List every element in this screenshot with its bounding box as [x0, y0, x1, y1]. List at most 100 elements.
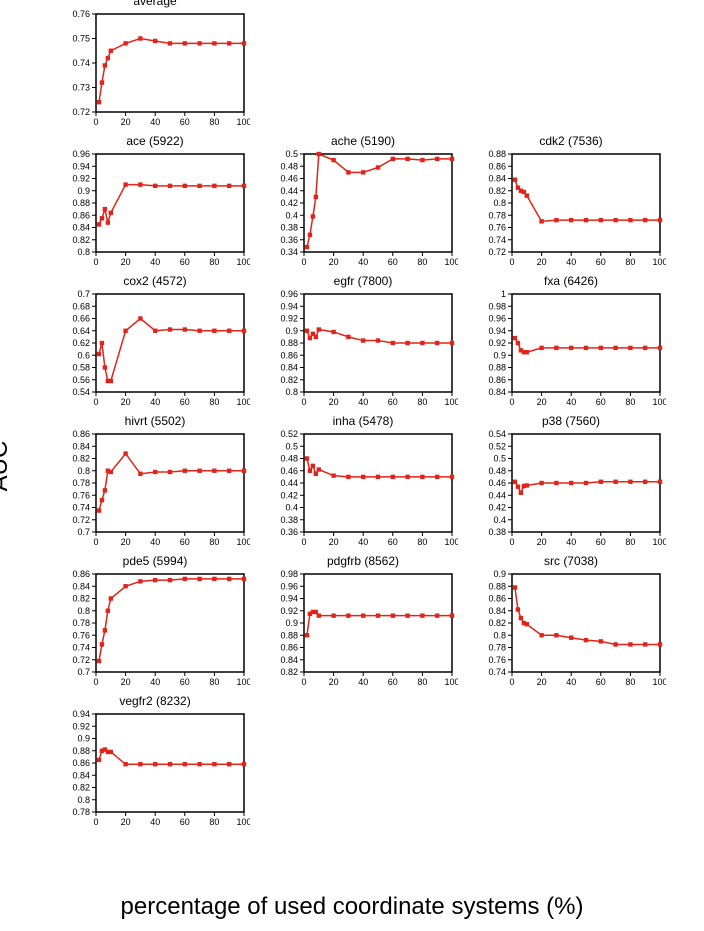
svg-text:0.66: 0.66	[72, 314, 90, 324]
series-marker	[317, 327, 321, 331]
series-marker	[516, 484, 520, 488]
svg-text:80: 80	[625, 397, 635, 407]
svg-text:0: 0	[301, 537, 306, 547]
series-marker	[391, 157, 395, 161]
svg-text:100: 100	[444, 677, 458, 687]
series-marker	[450, 157, 454, 161]
svg-text:0.74: 0.74	[488, 667, 506, 677]
svg-text:0.72: 0.72	[72, 107, 90, 117]
svg-text:0.94: 0.94	[72, 161, 90, 171]
svg-text:0.38: 0.38	[280, 515, 298, 525]
series-marker	[658, 480, 662, 484]
series-marker	[103, 207, 107, 211]
series-marker	[584, 638, 588, 642]
svg-text:0.8: 0.8	[77, 795, 90, 805]
svg-text:0.88: 0.88	[488, 150, 506, 159]
series-marker	[242, 41, 246, 45]
panel-title: cox2 (4572)	[60, 274, 250, 288]
series-marker	[308, 469, 312, 473]
svg-text:0.34: 0.34	[280, 247, 298, 257]
svg-text:0.44: 0.44	[280, 186, 298, 196]
svg-text:0.86: 0.86	[280, 350, 298, 360]
series-marker	[314, 335, 318, 339]
svg-text:0: 0	[509, 397, 514, 407]
series-marker	[305, 456, 309, 460]
series-marker	[109, 596, 113, 600]
svg-text:80: 80	[209, 537, 219, 547]
chart-panel: inha (5478)0204060801000.360.380.40.420.…	[268, 430, 458, 550]
svg-text:100: 100	[236, 537, 250, 547]
svg-text:0.4: 0.4	[493, 515, 506, 525]
svg-text:20: 20	[329, 257, 339, 267]
series-line	[99, 454, 244, 511]
series-marker	[613, 346, 617, 350]
series-marker	[405, 341, 409, 345]
series-marker	[391, 341, 395, 345]
series-marker	[658, 642, 662, 646]
svg-text:0.42: 0.42	[488, 503, 506, 513]
svg-text:0.5: 0.5	[285, 150, 298, 159]
svg-text:40: 40	[566, 537, 576, 547]
series-marker	[183, 41, 187, 45]
svg-text:0.56: 0.56	[72, 375, 90, 385]
series-marker	[643, 480, 647, 484]
svg-text:0.82: 0.82	[488, 618, 506, 628]
svg-text:0.86: 0.86	[72, 570, 90, 579]
svg-text:40: 40	[566, 677, 576, 687]
series-marker	[346, 335, 350, 339]
svg-text:0.86: 0.86	[72, 430, 90, 439]
series-marker	[242, 184, 246, 188]
svg-text:0.52: 0.52	[488, 441, 506, 451]
series-marker	[242, 762, 246, 766]
svg-text:0.9: 0.9	[493, 570, 506, 579]
series-marker	[346, 170, 350, 174]
svg-text:0.86: 0.86	[488, 375, 506, 385]
svg-text:0.84: 0.84	[280, 655, 298, 665]
series-marker	[361, 475, 365, 479]
series-marker	[314, 195, 318, 199]
chart-svg: 0204060801000.740.760.780.80.820.840.860…	[476, 570, 666, 690]
series-marker	[138, 472, 142, 476]
svg-text:100: 100	[236, 257, 250, 267]
svg-text:40: 40	[358, 397, 368, 407]
svg-text:0.78: 0.78	[488, 210, 506, 220]
series-marker	[123, 451, 127, 455]
series-marker	[405, 613, 409, 617]
svg-text:0.88: 0.88	[488, 363, 506, 373]
svg-text:0.88: 0.88	[280, 338, 298, 348]
svg-text:0.88: 0.88	[72, 746, 90, 756]
series-marker	[123, 329, 127, 333]
series-marker	[153, 762, 157, 766]
svg-text:0.38: 0.38	[488, 527, 506, 537]
series-marker	[584, 346, 588, 350]
series-marker	[628, 218, 632, 222]
series-marker	[138, 316, 142, 320]
series-marker	[197, 184, 201, 188]
svg-text:100: 100	[444, 537, 458, 547]
svg-text:0: 0	[93, 677, 98, 687]
panel-title: average	[60, 0, 250, 8]
chart-svg: 0204060801000.70.720.740.760.780.80.820.…	[60, 430, 250, 550]
svg-text:0: 0	[93, 257, 98, 267]
svg-text:0.76: 0.76	[72, 490, 90, 500]
series-marker	[628, 480, 632, 484]
svg-text:0.54: 0.54	[72, 387, 90, 397]
svg-text:80: 80	[625, 537, 635, 547]
svg-text:0.44: 0.44	[488, 490, 506, 500]
series-marker	[643, 642, 647, 646]
svg-text:20: 20	[329, 537, 339, 547]
svg-text:0.5: 0.5	[285, 441, 298, 451]
svg-text:0.48: 0.48	[280, 161, 298, 171]
svg-text:0.46: 0.46	[488, 478, 506, 488]
series-marker	[584, 481, 588, 485]
panel-row: hivrt (5502)0204060801000.70.720.740.760…	[60, 430, 680, 550]
series-marker	[227, 469, 231, 473]
series-marker	[97, 659, 101, 663]
panel-title: ache (5190)	[268, 134, 458, 148]
svg-text:0.48: 0.48	[488, 466, 506, 476]
svg-text:20: 20	[121, 677, 131, 687]
svg-text:0.8: 0.8	[77, 247, 90, 257]
svg-text:0.78: 0.78	[488, 643, 506, 653]
svg-text:100: 100	[652, 677, 666, 687]
series-marker	[138, 762, 142, 766]
